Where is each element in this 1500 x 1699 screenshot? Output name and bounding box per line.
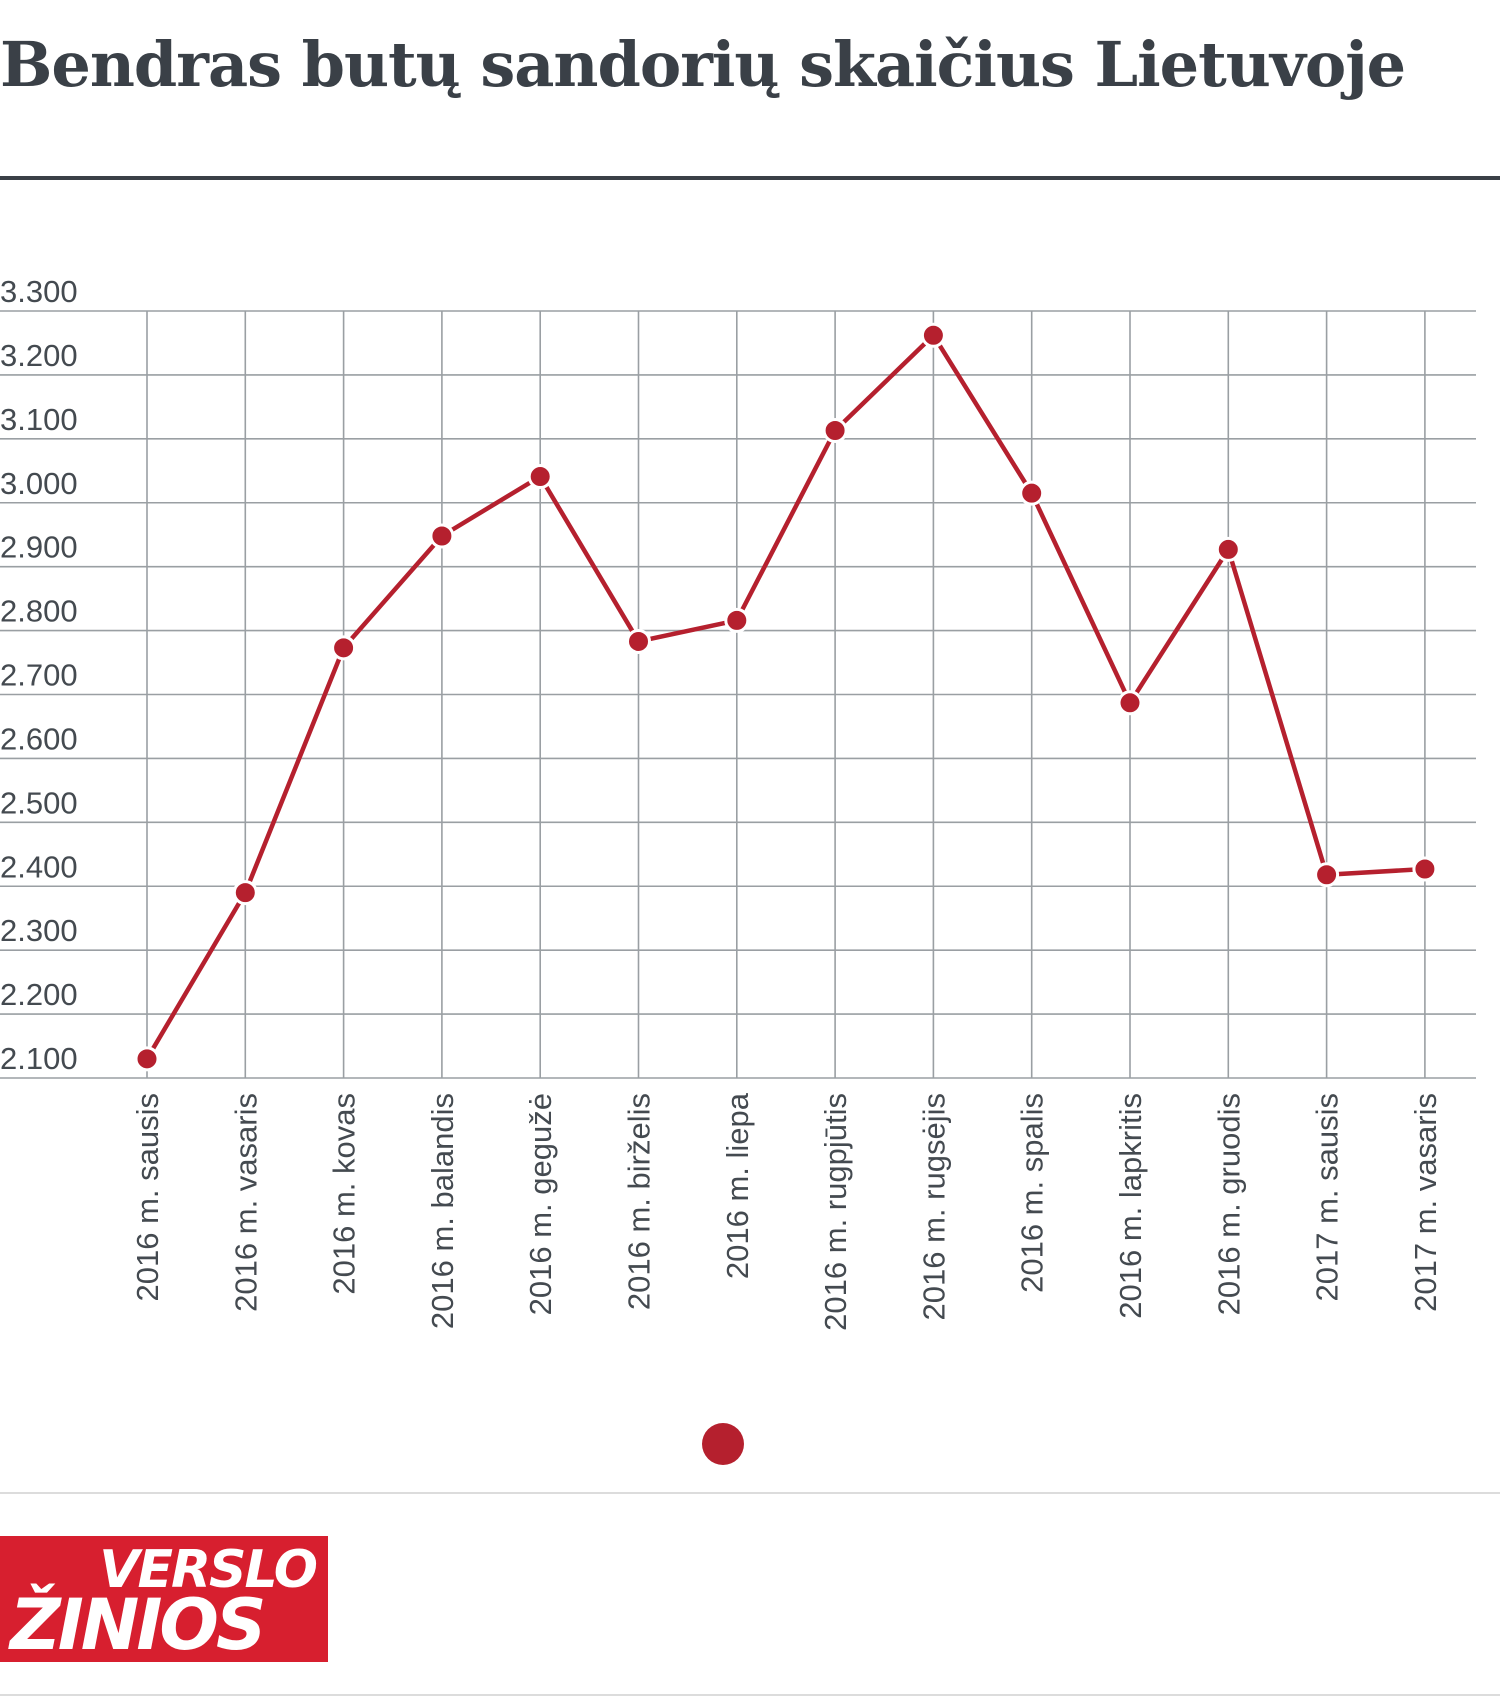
data-point-6 bbox=[724, 607, 750, 633]
data-point-7 bbox=[822, 418, 848, 444]
y-tick-label: 2.900 bbox=[0, 530, 78, 565]
x-tick-label: 2016 m. lapkritis bbox=[1113, 1093, 1148, 1319]
y-tick-label: 2.600 bbox=[0, 721, 78, 756]
x-tick-label: 2016 m. sausis bbox=[130, 1093, 165, 1302]
data-point-10 bbox=[1117, 690, 1143, 716]
x-axis-ticks: 2016 m. sausis 2016 m. vasaris 2016 m. kov… bbox=[130, 1092, 1443, 1331]
x-tick-label: 2017 m. vasaris bbox=[1408, 1093, 1443, 1312]
data-point-9 bbox=[1019, 480, 1045, 506]
y-tick-label: 3.000 bbox=[0, 466, 78, 501]
logo-line-1: VERSLO bbox=[99, 1540, 318, 1600]
y-tick-label: 2.400 bbox=[0, 849, 78, 884]
data-point-5 bbox=[626, 628, 651, 654]
y-tick-label: 3.100 bbox=[0, 402, 78, 437]
footer-bottom-divider bbox=[0, 1694, 1500, 1696]
x-tick-label: 2016 m. kovas bbox=[327, 1093, 362, 1295]
x-tick-label: 2016 m. balandis bbox=[425, 1093, 460, 1329]
x-tick-label: 2016 m. vasaris bbox=[228, 1093, 263, 1312]
chart-grid bbox=[0, 310, 1476, 1079]
series-line bbox=[145, 333, 1426, 1060]
y-tick-label: 2.300 bbox=[0, 913, 78, 948]
x-tick-label: 2016 m. spalis bbox=[1015, 1093, 1050, 1293]
x-tick-label: 2016 m. rugsėjis bbox=[916, 1093, 951, 1320]
data-point-3 bbox=[429, 523, 455, 549]
x-tick-label: 2016 m. rugpjūtis bbox=[818, 1093, 853, 1331]
data-point-2 bbox=[331, 635, 357, 661]
data-point-8 bbox=[920, 322, 946, 348]
y-tick-label: 2.500 bbox=[0, 785, 78, 820]
data-point-1 bbox=[232, 880, 258, 906]
x-tick-label: 2017 m. sausis bbox=[1310, 1093, 1345, 1302]
series-points bbox=[134, 322, 1438, 1072]
chart-title: Bendras butų sandorių skaičius Lietuvoje bbox=[0, 28, 1406, 101]
y-tick-label: 2.700 bbox=[0, 658, 78, 693]
x-tick-label: 2016 m. birželis bbox=[622, 1093, 657, 1310]
line-chart: 2.100 2.200 2.300 2.400 2.500 2.600 2.700 2.800… bbox=[0, 274, 1476, 1465]
x-tick-label: 2016 m. gruodis bbox=[1211, 1093, 1246, 1315]
y-tick-label: 3.300 bbox=[0, 274, 78, 309]
x-tick-label: 2016 m. liepa bbox=[720, 1092, 755, 1279]
data-point-11 bbox=[1215, 536, 1241, 562]
y-tick-label: 3.200 bbox=[0, 338, 78, 373]
data-point-13 bbox=[1412, 856, 1438, 882]
y-tick-label: 2.200 bbox=[0, 977, 78, 1012]
y-tick-label: 2.800 bbox=[0, 594, 78, 629]
y-axis-ticks: 2.100 2.200 2.300 2.400 2.500 2.600 2.700 2.800… bbox=[0, 274, 78, 1076]
verslo-zinios-logo: VERSLO ŽINIOS bbox=[0, 1536, 328, 1662]
y-tick-label: 2.100 bbox=[0, 1041, 78, 1076]
logo-line-2: ŽINIOS bbox=[10, 1584, 266, 1666]
data-point-12 bbox=[1314, 862, 1340, 888]
x-tick-label: 2016 m. gegužė bbox=[523, 1093, 558, 1315]
footer-divider bbox=[0, 1492, 1500, 1494]
data-point-0 bbox=[134, 1046, 160, 1072]
legend-marker bbox=[702, 1423, 744, 1465]
data-point-4 bbox=[527, 464, 553, 490]
title-divider bbox=[0, 176, 1500, 180]
